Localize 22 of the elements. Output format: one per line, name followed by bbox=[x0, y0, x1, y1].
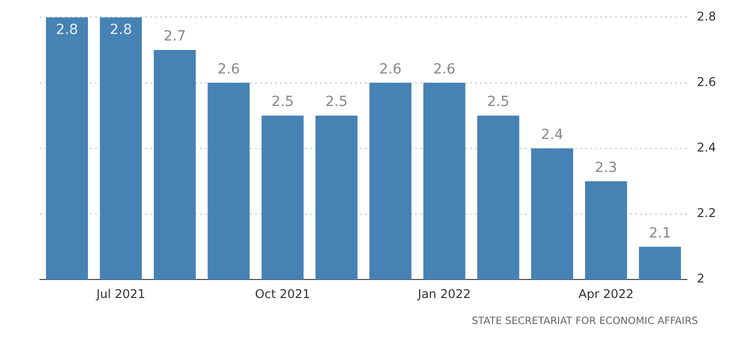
data-label: 2.5 bbox=[271, 94, 294, 110]
data-label: 2.5 bbox=[487, 94, 510, 110]
data-label: 2.8 bbox=[56, 22, 78, 38]
x-tick-label: Jan 2022 bbox=[416, 286, 471, 301]
y-tick-label: 2 bbox=[696, 272, 705, 286]
text: STATE SECRETARIAT FOR ECONOMIC AFFAIRS bbox=[472, 316, 698, 327]
data-label: 2.4 bbox=[541, 127, 564, 144]
data-label: 2.1 bbox=[648, 225, 672, 242]
data-label: 2.3 bbox=[594, 160, 618, 176]
y-tick-label: 2.8 bbox=[696, 9, 716, 24]
y-tick-label: 2.6 bbox=[696, 74, 716, 89]
data-label: 2.6 bbox=[379, 61, 402, 78]
x-tick-label: Jul 2021 bbox=[95, 286, 146, 301]
y-tick-label: 2.2 bbox=[696, 206, 716, 220]
x-tick-label: Apr 2022 bbox=[578, 286, 634, 301]
data-label: 2.7 bbox=[164, 28, 186, 45]
y-tick-label: 2.4 bbox=[696, 140, 716, 155]
x-tick-label: Oct 2021 bbox=[255, 286, 310, 301]
data-label: 2.5 bbox=[325, 94, 348, 110]
data-label: 2.6 bbox=[433, 61, 456, 78]
data-label: 2.6 bbox=[218, 61, 240, 78]
data-label: 2.8 bbox=[110, 22, 132, 38]
